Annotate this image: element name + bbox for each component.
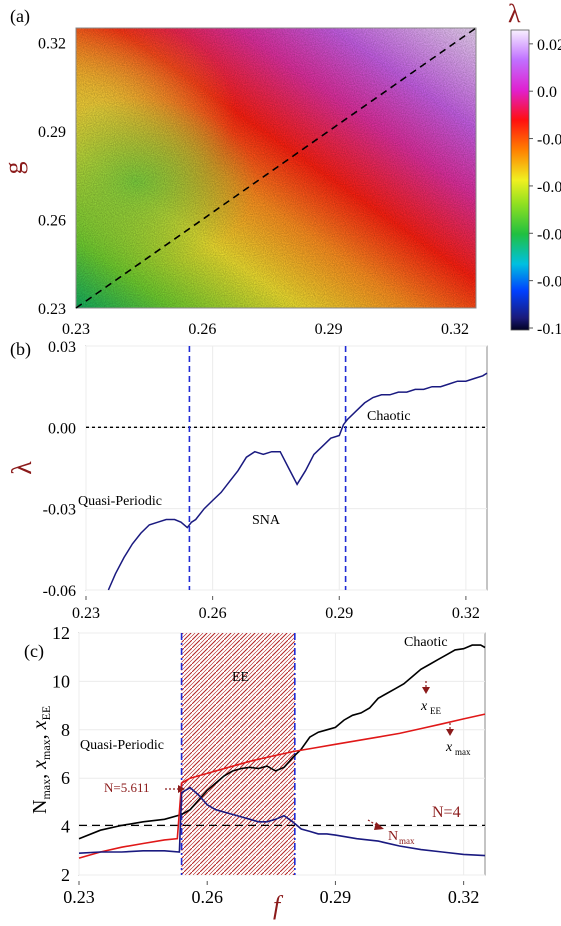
x-tick-label: 0.32 [452, 605, 480, 622]
y-tick-label: 0.03 [48, 339, 76, 356]
n-value-arrow [165, 785, 185, 793]
ee-label: EE [232, 670, 249, 685]
svg-text:EE: EE [430, 706, 441, 716]
panel-c-x-label: f [273, 891, 284, 920]
y-tick-label: 0.23 [38, 301, 66, 318]
heatmap-y-label: g [0, 162, 28, 175]
panel-c: (c) 0.23 0.26 0.29 0.32 2 4 6 8 10 12 Chaotic EE… [24, 623, 486, 920]
x-tick-label: 0.23 [62, 321, 90, 338]
y-tick-label: 12 [52, 623, 70, 643]
x-tick-label: 0.23 [72, 605, 100, 622]
svg-text:max: max [455, 747, 471, 757]
series-xmax-line [78, 713, 486, 859]
panel-b: (b) 0.23 0.26 0.29 0.32 0.030.00-0.03-0.06 … [7, 339, 488, 622]
x-tick-label: 0.32 [448, 887, 480, 907]
svg-text:x: x [445, 740, 453, 755]
y-tick-label: -0.06 [43, 583, 76, 600]
colorbar-tick-label: -0.04 [537, 179, 561, 196]
colorbar-tick-label: -0.02 [537, 132, 561, 149]
svg-text:N: N [388, 829, 398, 844]
x-tick-label: 0.29 [325, 605, 353, 622]
panel-a: (a) 0.23 0.26 0.29 0.32 0.230.260.290.32 g … [0, 0, 561, 338]
panel-b-frame [85, 345, 488, 591]
sna-label: SNA [252, 513, 281, 528]
lyapunov-curve [107, 372, 488, 591]
colorbar-tick-label: 0.02 [537, 37, 561, 54]
y-tick-label: 0.32 [38, 36, 66, 53]
panel-c-label: (c) [24, 641, 44, 662]
xmax-annotation: x max [445, 723, 471, 757]
y-tick-label: 0.00 [48, 420, 76, 437]
panel-a-label: (a) [10, 6, 30, 27]
n-threshold-label: N=4 [432, 804, 461, 821]
svg-text:x: x [420, 699, 428, 714]
x-tick-label: 0.32 [441, 321, 469, 338]
series-nmax-line [78, 786, 486, 857]
panel-b-x-ticks: 0.23 0.26 0.29 0.32 [72, 596, 480, 622]
n-value-label: N=5.611 [104, 780, 150, 795]
svg-text:Nmax, xmax, xEE: Nmax, xmax, xEE [29, 706, 53, 814]
y-tick-label: 0.26 [38, 213, 66, 230]
colorbar-tick-label: -0.10 [537, 321, 561, 338]
series-xee-line [78, 644, 486, 840]
y-tick-label: 2 [61, 865, 70, 885]
y-tick-label: 0.29 [38, 124, 66, 141]
heatmap-x-ticks: 0.23 0.26 0.29 0.32 [62, 321, 469, 338]
colorbar-tick-label: 0.0 [537, 84, 557, 101]
y-tick-label: 4 [61, 817, 70, 837]
panel-c-boundaries [180, 633, 296, 875]
x-tick-label: 0.26 [199, 605, 227, 622]
quasi-periodic-c-label: Quasi-Periodic [80, 738, 164, 753]
panel-c-y-ticks: 2 4 6 8 10 12 [52, 623, 70, 885]
panel-b-y-ticks: 0.03 0.00 -0.03 -0.06 [43, 339, 76, 600]
xee-annotation: x EE [420, 681, 441, 716]
panel-b-boundaries [188, 346, 347, 590]
x-tick-label: 0.23 [63, 887, 95, 907]
x-tick-label: 0.29 [315, 321, 343, 338]
colorbar-tick-label: -0.08 [537, 274, 561, 291]
y-tick-label: 6 [61, 768, 70, 788]
heatmap-y-ticks: 0.23 0.26 0.29 0.32 [38, 36, 66, 318]
heatmap-diagonal [75, 27, 477, 309]
heatmap-frame [75, 27, 477, 309]
quasi-periodic-label: Quasi-Periodic [78, 494, 162, 509]
y-tick-label: -0.03 [43, 502, 76, 519]
y-tick-label: 10 [52, 671, 70, 691]
svg-text:max: max [399, 836, 415, 846]
x-tick-label: 0.29 [320, 887, 352, 907]
ee-region [181, 633, 295, 875]
colorbar [510, 29, 530, 331]
x-tick-label: 0.26 [188, 321, 216, 338]
colorbar-ticks: 0.02 0.0 -0.02 -0.04 -0.06 -0.08 -0.10 [529, 37, 561, 338]
x-tick-label: 0.26 [191, 887, 223, 907]
chaotic-label: Chaotic [367, 409, 411, 424]
y-tick-label: 8 [61, 720, 70, 740]
panel-b-y-label: λ [7, 461, 38, 475]
panel-c-y-label: Nmax, xmax, xEE [29, 706, 53, 814]
panel-c-series [78, 644, 486, 859]
chaotic-c-label: Chaotic [404, 635, 448, 650]
colorbar-label: λ [508, 0, 521, 28]
colorbar-tick-label: -0.06 [537, 226, 561, 243]
panel-b-label: (b) [10, 339, 31, 360]
nmax-annotation: N max [367, 819, 415, 846]
panel-c-x-ticks: 0.23 0.26 0.29 0.32 [63, 881, 479, 907]
